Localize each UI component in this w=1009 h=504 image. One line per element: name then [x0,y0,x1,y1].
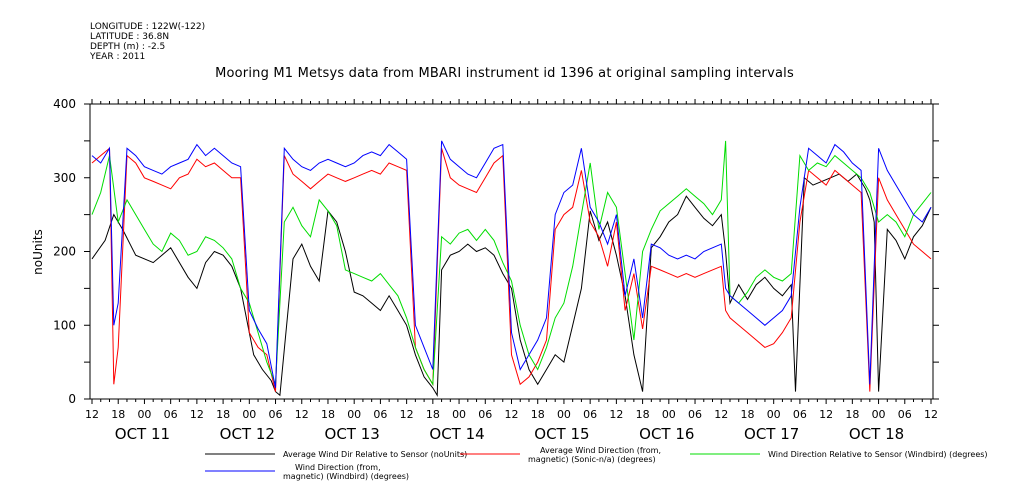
legend-label: Average Wind Dir Relative to Sensor (noU… [283,450,467,459]
series-line-2 [91,147,932,392]
x-day-label: OCT 18 [849,425,904,443]
x-day-label: OCT 14 [429,425,484,443]
x-tick-label: 18 [845,408,859,421]
legend-label: Wind Direction Relative to Sensor (Windb… [768,450,988,459]
x-day-label: OCT 17 [744,425,799,443]
x-tick-label: 12 [85,408,99,421]
year-text: YEAR : 2011 [90,52,146,62]
x-tick-label: 12 [400,408,414,421]
x-tick-label: 06 [164,408,178,421]
y-tick-label: 200 [53,245,76,259]
x-tick-label: 18 [636,408,650,421]
series-line-1 [91,173,932,398]
x-tick-label: 06 [898,408,912,421]
latitude-text: LATITUDE : 36.8N [90,32,170,42]
series-line-3 [91,140,932,386]
x-tick-label: 06 [793,408,807,421]
legend-label: Average Wind Direction (from, magnetic) (… [528,446,661,464]
x-tick-label: 12 [295,408,309,421]
x-tick-label: 00 [662,408,676,421]
x-day-label: OCT 16 [639,425,694,443]
y-tick-label: 400 [53,97,76,111]
x-tick-label: 00 [872,408,886,421]
x-tick-label: 12 [819,408,833,421]
x-tick-label: 12 [609,408,623,421]
x-tick-label: 06 [688,408,702,421]
x-tick-label: 18 [740,408,754,421]
depth-text: DEPTH (m) : -2.5 [90,42,166,52]
series-line-4 [91,140,932,388]
x-tick-label: 06 [373,408,387,421]
x-day-label: OCT 13 [325,425,380,443]
x-day-label: OCT 11 [115,425,170,443]
chart-title: Mooring M1 Metsys data from MBARI instru… [215,66,794,81]
x-tick-label: 00 [557,408,571,421]
metadata-block: LONGITUDE : 122W(-122) LATITUDE : 36.8N … [90,22,205,62]
x-tick-label: 06 [269,408,283,421]
legend-label: Wind Direction (from, magnetic) (Windbird… [283,463,409,481]
x-tick-label: 12 [505,408,519,421]
x-tick-label: 18 [426,408,440,421]
y-tick-label: 100 [53,318,76,332]
x-tick-label: 06 [583,408,597,421]
x-tick-label: 12 [924,408,938,421]
x-tick-label: 00 [452,408,466,421]
x-tick-label: 00 [347,408,361,421]
x-tick-label: 18 [216,408,230,421]
x-day-label: OCT 12 [220,425,275,443]
y-axis-label: noUnits [31,229,45,275]
x-tick-label: 18 [111,408,125,421]
y-tick-label: 0 [68,392,76,406]
x-tick-label: 18 [531,408,545,421]
x-tick-label: 18 [321,408,335,421]
x-tick-label: 00 [137,408,151,421]
y-tick-label: 300 [53,171,76,185]
x-tick-label: 00 [767,408,781,421]
x-tick-label: 12 [714,408,728,421]
x-tick-label: 06 [478,408,492,421]
longitude-text: LONGITUDE : 122W(-122) [90,22,206,32]
x-tick-label: 00 [242,408,256,421]
x-tick-label: 12 [190,408,204,421]
x-day-label: OCT 15 [534,425,589,443]
